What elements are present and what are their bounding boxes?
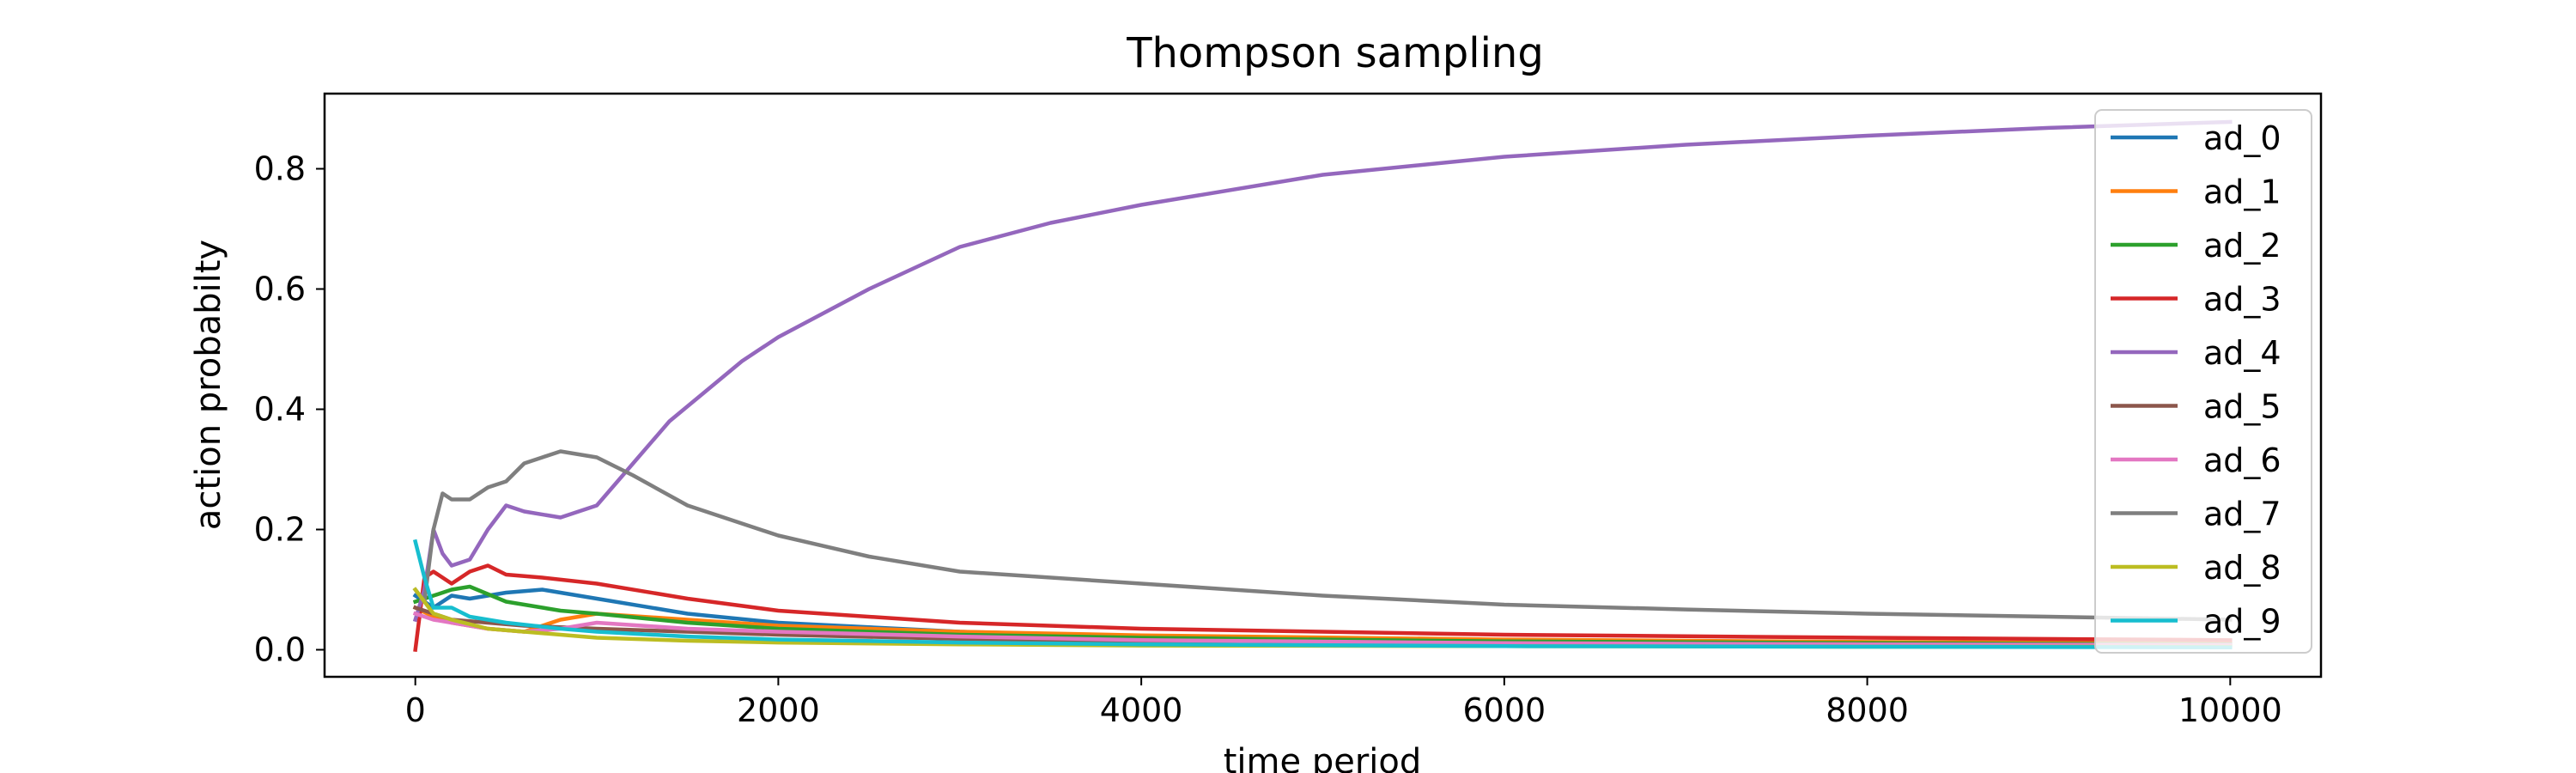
x-tick-label: 0 bbox=[405, 691, 426, 729]
x-tick-label: 4000 bbox=[1100, 691, 1183, 729]
x-tick-label: 10000 bbox=[2178, 691, 2282, 729]
legend-label: ad_0 bbox=[2203, 119, 2281, 157]
legend-label: ad_4 bbox=[2203, 334, 2281, 372]
y-axis-label: action probabilty bbox=[189, 240, 228, 530]
legend-label: ad_8 bbox=[2203, 549, 2281, 587]
y-axis: 0.0 0.2 0.4 0.6 0.8 bbox=[254, 150, 325, 669]
legend: ad_0 ad_1 ad_2 ad_3 ad_4 ad_5 ad_6 ad_7 ad_8 ad_9 bbox=[2094, 109, 2312, 654]
legend-label: ad_2 bbox=[2203, 227, 2281, 265]
x-tick-label: 8000 bbox=[1826, 691, 1909, 729]
legend-label: ad_3 bbox=[2203, 281, 2281, 319]
y-tick-label: 0.8 bbox=[254, 150, 306, 188]
legend-label: ad_5 bbox=[2203, 388, 2281, 426]
x-axis-label: time period bbox=[1224, 742, 1422, 773]
series-line-ad-6 bbox=[412, 611, 2233, 648]
series-line-ad-3 bbox=[413, 563, 2233, 653]
x-tick-label: 6000 bbox=[1463, 691, 1546, 729]
series-line-ad-7 bbox=[412, 449, 2233, 622]
series-line-ad-9 bbox=[412, 539, 2233, 649]
plot-lines bbox=[412, 119, 2233, 653]
chart-title: Thompson sampling bbox=[1126, 29, 1544, 77]
legend-label: ad_6 bbox=[2203, 441, 2281, 479]
legend-label: ad_1 bbox=[2203, 173, 2281, 211]
series-line-ad-4 bbox=[412, 119, 2233, 623]
y-tick-label: 0.4 bbox=[254, 391, 306, 429]
x-axis: 0 2000 4000 6000 8000 10000 bbox=[405, 677, 2282, 729]
y-tick-label: 0.6 bbox=[254, 271, 306, 308]
legend-label: ad_7 bbox=[2203, 496, 2281, 533]
y-tick-label: 0.2 bbox=[254, 511, 306, 549]
x-tick-label: 2000 bbox=[737, 691, 820, 729]
legend-label: ad_9 bbox=[2203, 603, 2281, 641]
plot-frame bbox=[323, 92, 2323, 679]
y-tick-label: 0.0 bbox=[254, 631, 306, 669]
